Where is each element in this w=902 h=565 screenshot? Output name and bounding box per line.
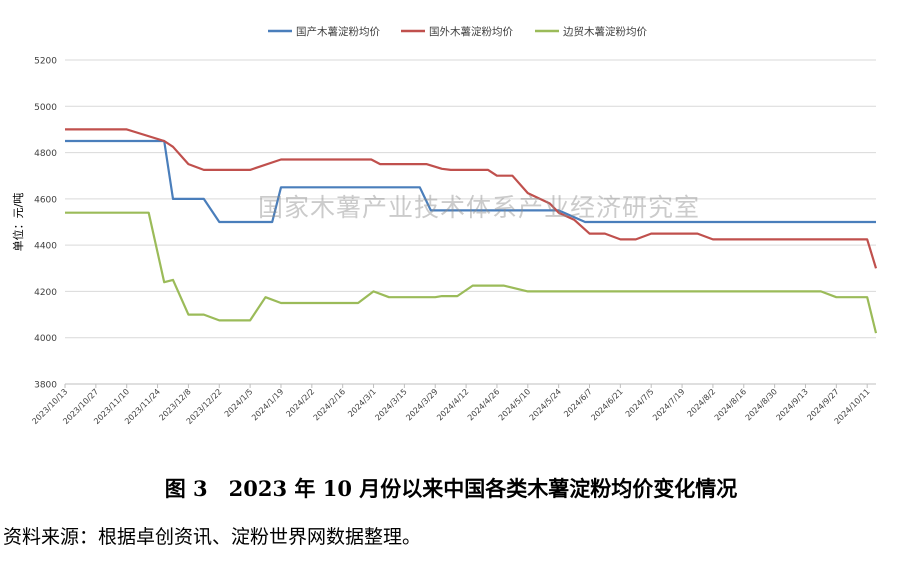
series-line-3 (65, 211, 878, 334)
x-tick-label: 2024/4/12 (435, 387, 470, 422)
x-tick-label: 2024/5/10 (497, 387, 532, 422)
legend-label-1: 国产木薯淀粉均价 (296, 25, 380, 38)
line-chart: 380040004200440046004800500052002023/10/… (11, 25, 878, 426)
y-tick-label: 5200 (34, 57, 57, 67)
x-tick-label: 2024/7/5 (624, 387, 656, 419)
x-tick-label: 2024/6/7 (562, 387, 594, 419)
y-tick-label: 4400 (34, 242, 57, 252)
figure-caption: 图 3 2023 年 10 月份以来中国各类木薯淀粉均价变化情况 (164, 476, 738, 501)
x-tick-label: 2024/2/2 (284, 387, 316, 419)
y-tick-label: 4000 (34, 334, 57, 344)
x-tick-label: 2024/3/15 (373, 387, 408, 422)
data-source-note: 资料来源：根据卓创资讯、淀粉世界网数据整理。 (3, 526, 422, 548)
y-tick-label: 4600 (34, 195, 57, 205)
legend-label-2: 国外木薯淀粉均价 (429, 25, 513, 38)
legend-label-3: 边贸木薯淀粉均价 (563, 25, 647, 38)
x-tick-label: 2024/8/2 (686, 387, 718, 419)
x-tick-label: 2024/2/16 (312, 387, 347, 422)
x-tick-label: 2024/8/16 (713, 387, 748, 422)
series-line-2 (65, 128, 878, 269)
x-tick-label: 2024/1/5 (223, 387, 255, 419)
x-tick-label: 2024/6/21 (589, 387, 624, 422)
x-tick-label: 2024/8/30 (744, 387, 779, 422)
y-tick-label: 3800 (34, 381, 57, 391)
x-tick-label: 2024/3/29 (404, 387, 439, 422)
y-tick-label: 5000 (34, 103, 57, 113)
watermark: 国家木薯产业技术体系产业经济研究室 (258, 193, 701, 222)
series-line-1 (65, 139, 876, 224)
x-tick-label: 2024/7/19 (651, 387, 686, 422)
y-axis-title: 单位：元/吨 (11, 193, 25, 252)
x-tick-label: 2024/4/26 (466, 387, 501, 422)
x-tick-label: 2024/9/13 (775, 387, 810, 422)
y-tick-label: 4200 (34, 288, 57, 298)
x-tick-label: 2024/5/24 (528, 387, 563, 422)
x-tick-label: 2024/1/19 (250, 387, 285, 422)
y-tick-label: 4800 (34, 149, 57, 159)
x-tick-label: 2024/3/1 (346, 387, 378, 419)
